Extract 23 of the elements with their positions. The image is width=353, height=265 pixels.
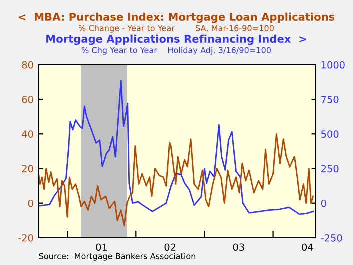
y2-tick-label: 250 (322, 165, 339, 173)
y-tick-label: 20 (22, 165, 34, 173)
x-tick-label: 03 (233, 244, 244, 252)
chart-subtitle: % Change - Year to Year SA, Mar-16-90=100 (78, 25, 274, 33)
text: < MBA: Purchase Index: Mortgage Loan Applications (18, 12, 335, 24)
y2-tick-label: 1000 (322, 61, 345, 69)
y-tick-label: -20 (18, 234, 34, 242)
y-tick-label: 80 (22, 61, 34, 69)
y-tick-label: 60 (22, 96, 34, 104)
x-tick-label: 01 (96, 244, 108, 252)
source-note: Source: Mortgage Bankers Association (39, 253, 196, 261)
x-tick-label: 04 (302, 244, 314, 252)
y2-tick-label: 750 (322, 96, 339, 104)
line-series (38, 80, 314, 216)
y2-tick-label: 0 (321, 200, 326, 208)
y-tick-label: 0 (28, 200, 34, 208)
y2-tick-label: 500 (322, 130, 339, 138)
y2-tick-label: -250 (321, 234, 342, 242)
x-tick-label: 02 (164, 244, 176, 252)
text: % Chg Year to Year Holiday Adj, 3/16/90=100 (82, 47, 271, 55)
text: Mortgage Applications Refinancing Index > (46, 34, 306, 46)
y-tick-label: 40 (22, 130, 34, 138)
line-series (38, 133, 314, 227)
